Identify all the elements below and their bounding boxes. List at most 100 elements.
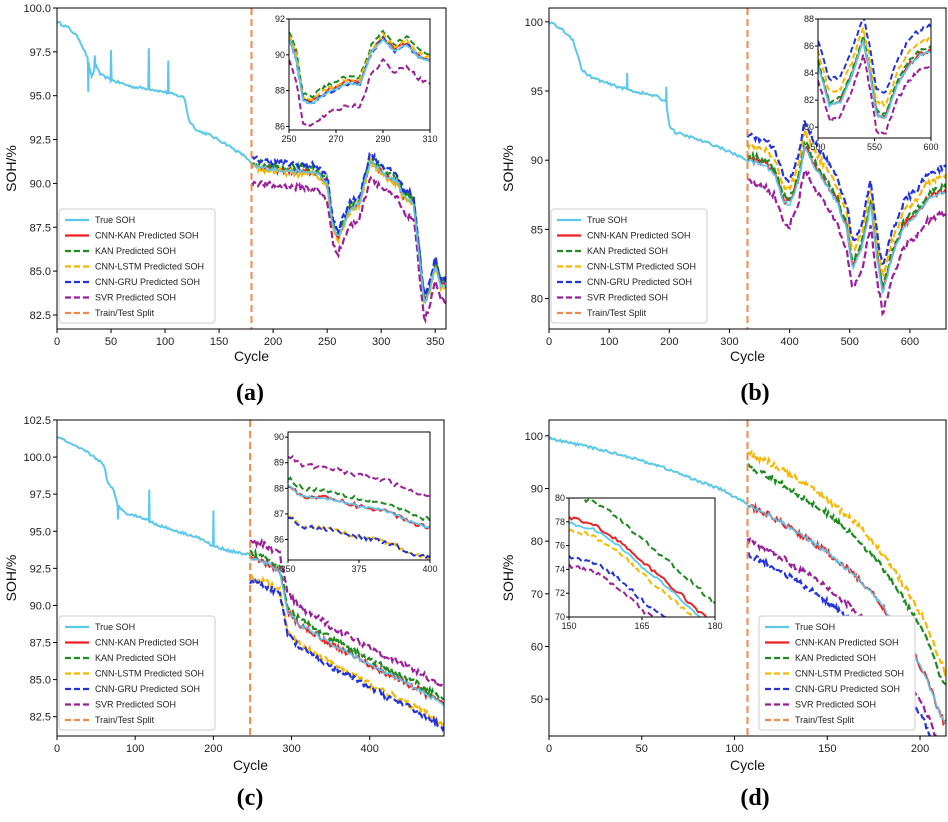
legend-entry-svr: SVR Predicted SOH <box>95 293 176 303</box>
inset-series-svr-line <box>818 54 931 135</box>
inset-series-true-line <box>289 37 430 105</box>
legend-entry-gru: CNN-GRU Predicted SOH <box>95 277 200 287</box>
inset-series-group <box>818 19 931 135</box>
inset-x-tick-label: 600 <box>923 142 938 152</box>
inset-x-tick-label: 500 <box>810 142 825 152</box>
inset-series-svr-line <box>569 563 656 617</box>
inset-x-tick-label: 270 <box>328 134 343 144</box>
legend-entry-split: Train/Test Split <box>795 715 855 725</box>
legend-entry-kan2: CNN-KAN Predicted SOH <box>95 231 199 241</box>
y-tick-label: 95 <box>531 86 543 98</box>
legend-entry-lstm: CNN-LSTM Predicted SOH <box>795 669 904 679</box>
y-tick-label: 85.0 <box>30 266 51 278</box>
inset-y-tick-label: 86 <box>274 535 284 545</box>
x-tick-label: 200 <box>660 336 678 348</box>
y-tick-label: 100 <box>525 431 543 443</box>
y-tick-label: 97.5 <box>30 489 51 501</box>
x-tick-label: 100 <box>156 336 174 348</box>
legend-entry-kan: KAN Predicted SOH <box>95 653 176 663</box>
legend-entry-svr: SVR Predicted SOH <box>795 700 876 710</box>
series-true-train-line <box>549 21 748 162</box>
legend: True SOH CNN-KAN Predicted SOH KAN Predict… <box>550 208 708 324</box>
series-group <box>57 436 444 733</box>
y-tick-label: 90.0 <box>30 600 51 612</box>
inset-chart: 250 270 290 310 86 88 90 92 <box>275 14 438 144</box>
legend-box <box>550 208 708 324</box>
x-tick-label: 400 <box>361 743 379 755</box>
inset-y-tick-label: 88 <box>274 483 284 493</box>
y-tick-label: 90 <box>531 155 543 167</box>
inset-y-tick-label: 92 <box>275 14 285 24</box>
y-tick-label: 82.5 <box>30 310 51 322</box>
inset-series-kan-line <box>288 476 430 522</box>
inset-series-kan-line <box>572 498 715 606</box>
legend-entry-true: True SOH <box>587 215 627 225</box>
panel-label: (d) <box>740 785 769 811</box>
inset-series-true-line <box>569 521 702 617</box>
series-svr-line <box>249 536 444 689</box>
series-true-train-line <box>549 436 749 506</box>
series-kan-line <box>249 547 444 701</box>
inset-series-svr-line <box>289 57 430 128</box>
inset-series-gru-line <box>288 516 430 560</box>
x-tick-label: 100 <box>600 336 618 348</box>
inset-y-tick-label: 84 <box>804 68 814 78</box>
inset-y-tick-label: 86 <box>275 121 285 131</box>
inset-x-tick-label: 400 <box>422 564 437 574</box>
legend-entry-kan2: CNN-KAN Predicted SOH <box>587 231 691 241</box>
y-tick-label: 60 <box>531 641 543 653</box>
x-axis-label: Cycle <box>730 348 765 364</box>
legend-entry-true: True SOH <box>795 622 835 632</box>
y-tick-label: 80 <box>531 536 543 548</box>
inset-series-true-line <box>288 485 430 529</box>
x-tick-label: 150 <box>210 336 228 348</box>
x-tick-label: 200 <box>204 743 222 755</box>
y-tick-label: 80 <box>531 294 543 306</box>
series-group <box>549 21 946 317</box>
y-tick-label: 90.0 <box>30 178 51 190</box>
x-axis-label: Cycle <box>233 757 268 773</box>
legend-entry-true: True SOH <box>95 215 135 225</box>
legend-entry-true: True SOH <box>95 622 135 632</box>
axes-frame <box>548 7 947 330</box>
legend-entry-split: Train/Test Split <box>95 308 155 318</box>
x-tick-label: 500 <box>841 336 859 348</box>
inset-x-tick-label: 250 <box>281 134 296 144</box>
inset-chart: 350 375 400 86 87 88 89 90 <box>274 431 438 574</box>
y-tick-label: 85 <box>531 224 543 236</box>
y-tick-label: 95.0 <box>30 526 51 538</box>
inset-series-lstm-line <box>818 27 931 107</box>
series-svr-line <box>747 168 946 317</box>
inset-series-gru-line <box>569 555 668 617</box>
legend-entry-gru: CNN-GRU Predicted SOH <box>587 277 692 287</box>
y-tick-label: 90 <box>531 483 543 495</box>
axes-frame <box>548 419 947 737</box>
series-kan-line <box>746 140 946 287</box>
legend-entry-kan2: CNN-KAN Predicted SOH <box>95 638 199 648</box>
inset-x-tick-label: 165 <box>634 621 649 631</box>
x-axis-label: Cycle <box>234 348 269 364</box>
y-axis-label: SOH/% <box>500 555 516 602</box>
legend-entry-kan2: CNN-KAN Predicted SOH <box>795 638 899 648</box>
inset-series-group <box>569 498 715 617</box>
inset-chart: 500 550 600 80 82 84 86 88 <box>804 14 939 152</box>
inset-y-tick-label: 86 <box>804 41 814 51</box>
legend-entry-gru: CNN-GRU Predicted SOH <box>795 684 900 694</box>
x-tick-label: 300 <box>720 336 738 348</box>
axes-frame <box>56 7 447 330</box>
axes-frame <box>56 419 445 737</box>
legend-entry-split: Train/Test Split <box>95 715 155 725</box>
y-tick-label: 97.5 <box>30 47 51 59</box>
y-tick-label: 85.0 <box>30 675 51 687</box>
x-tick-label: 0 <box>54 743 60 755</box>
inset-y-tick-label: 74 <box>555 564 565 574</box>
y-axis-label: SOH/% <box>3 555 19 602</box>
y-tick-label: 92.5 <box>30 563 51 575</box>
series-lstm-line <box>251 155 446 309</box>
x-tick-label: 0 <box>546 743 552 755</box>
inset-y-tick-label: 70 <box>555 612 565 622</box>
x-tick-label: 200 <box>911 743 929 755</box>
x-tick-label: 100 <box>725 743 743 755</box>
y-tick-label: 100.0 <box>23 3 51 15</box>
